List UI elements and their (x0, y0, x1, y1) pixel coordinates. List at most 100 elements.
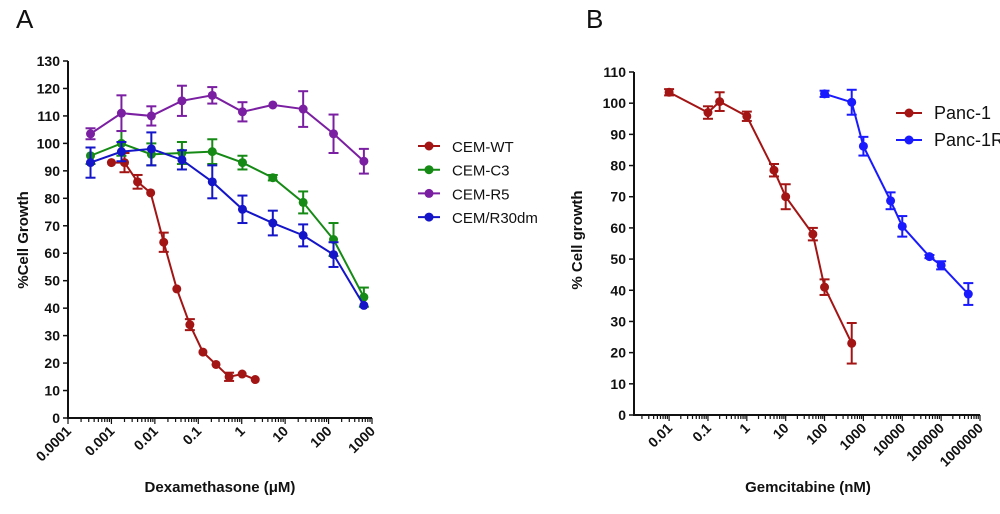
series-cem-wt (106, 151, 260, 385)
data-point (298, 230, 308, 240)
data-point (207, 90, 217, 100)
series-line (90, 142, 365, 298)
data-point (858, 141, 868, 151)
data-point (133, 177, 143, 187)
y-tick-label: 50 (44, 273, 60, 289)
data-point (359, 156, 369, 166)
data-point (268, 173, 278, 183)
y-tick-label: 10 (610, 376, 626, 392)
legend-label: CEM-R5 (452, 186, 510, 203)
y-tick-label: 110 (37, 108, 60, 124)
y-tick-label: 10 (44, 383, 60, 399)
x-tick-label: 1000 (836, 420, 869, 453)
data-point (268, 218, 278, 228)
y-tick-label: 110 (603, 64, 626, 80)
data-point (664, 87, 674, 97)
series-panc-1r (819, 88, 974, 306)
data-point (198, 347, 208, 357)
data-point (237, 369, 247, 379)
data-point (207, 147, 217, 157)
data-point (781, 192, 791, 202)
data-point (769, 165, 779, 175)
x-tick-label: 10 (769, 420, 791, 442)
series-line (90, 147, 365, 306)
y-tick-label: 80 (610, 158, 626, 174)
x-tick-label: 1000000 (936, 420, 986, 470)
y-tick-label: 40 (610, 282, 626, 298)
y-tick-label: 90 (44, 163, 60, 179)
series-panc-1 (664, 87, 857, 365)
y-tick-label: 20 (44, 355, 60, 371)
y-tick-label: 0 (618, 407, 626, 423)
data-point (329, 250, 339, 260)
x-tick-label: 100 (803, 420, 831, 448)
data-point (886, 196, 896, 206)
legend-marker (424, 165, 434, 175)
data-point (237, 107, 247, 117)
data-point (237, 204, 247, 214)
data-point (224, 372, 234, 382)
legend-marker (904, 108, 914, 118)
data-point (116, 147, 126, 157)
data-point (185, 320, 195, 330)
x-axis-label-b: Gemcitabine (nM) (745, 479, 871, 496)
data-point (924, 252, 934, 262)
x-tick-label: 1000 (345, 423, 378, 456)
data-point (86, 129, 96, 139)
data-point (715, 97, 725, 107)
x-tick-label: 0.1 (689, 420, 714, 445)
data-point (207, 177, 217, 187)
legend-label: CEM/R30dm (452, 210, 538, 227)
data-point (159, 237, 169, 247)
x-axis-label-a: Dexamethasone (μM) (145, 479, 296, 496)
data-point (820, 282, 830, 292)
data-point (847, 97, 857, 107)
series-cem-c3 (85, 130, 369, 308)
series-cem-r5 (85, 84, 369, 175)
series-cem-r30dm (85, 131, 369, 310)
data-point (329, 129, 339, 139)
data-point (116, 108, 126, 118)
data-point (146, 188, 156, 198)
y-tick-label: 70 (610, 189, 626, 205)
legend-label: CEM-C3 (452, 163, 510, 180)
y-tick-label: 120 (37, 80, 61, 96)
data-point (820, 89, 830, 99)
y-tick-label: 50 (610, 251, 626, 267)
panel-label-b: B (586, 4, 603, 34)
series-line (89, 94, 365, 162)
data-point (847, 338, 857, 348)
x-tick-label: 0.01 (130, 423, 161, 454)
y-axis-label-a: %Cell Growth (15, 191, 32, 289)
legend-label: Panc-1R (934, 130, 1000, 150)
data-point (359, 292, 369, 302)
legend-marker (904, 135, 914, 145)
x-tick-label: 10 (269, 423, 291, 445)
legend-label: Panc-1 (934, 103, 991, 123)
y-tick-label: 100 (37, 135, 61, 151)
data-point (808, 229, 818, 239)
series-line (824, 92, 970, 295)
data-point (298, 197, 308, 207)
y-tick-label: 20 (610, 345, 626, 361)
data-point (211, 359, 221, 369)
legend-marker (424, 212, 434, 222)
y-tick-label: 80 (44, 190, 60, 206)
x-tick-label: 100 (307, 423, 335, 451)
x-tick-label: 0.0001 (33, 423, 75, 465)
y-tick-label: 100 (603, 95, 627, 111)
data-point (237, 158, 247, 168)
data-point (703, 108, 713, 118)
panel-label-a: A (16, 4, 34, 34)
y-axis-label-b: % Cell growth (569, 190, 586, 289)
x-tick-label: 1 (231, 423, 248, 440)
x-tick-label: 1 (736, 420, 753, 437)
data-point (897, 221, 907, 231)
data-point (298, 104, 308, 114)
data-point (146, 111, 156, 121)
y-tick-label: 40 (44, 300, 60, 316)
data-point (172, 284, 182, 294)
data-point (177, 96, 187, 106)
